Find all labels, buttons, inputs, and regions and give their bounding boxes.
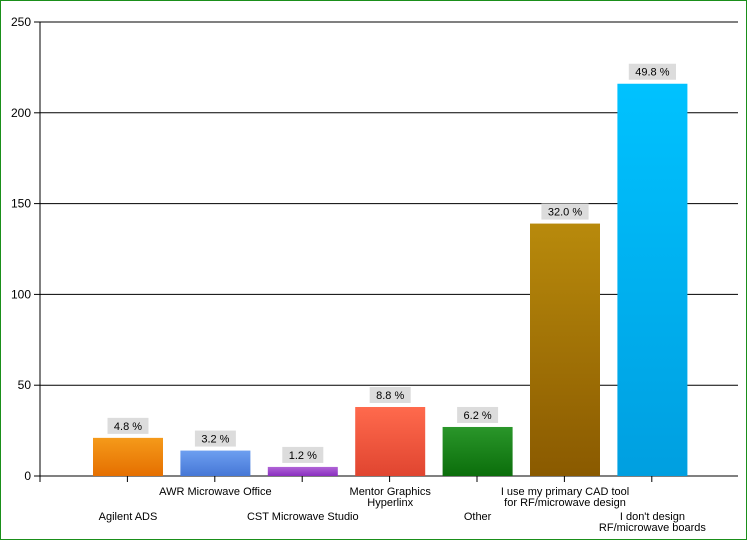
data-label-background	[282, 446, 324, 463]
data-label-background	[194, 430, 236, 447]
bar	[617, 83, 688, 476]
category-label: Other	[464, 511, 492, 523]
data-label-background	[457, 406, 499, 423]
labels: 4.8 % 3.2 % 1.2 % 8.8 % 6.2 % 32.0 % 49.8 % Agi…	[99, 63, 706, 534]
y-tick-label: 0	[24, 469, 31, 483]
y-tick-label: 250	[11, 15, 31, 29]
bars	[93, 83, 688, 476]
data-label: 3.2 %	[201, 434, 229, 446]
y-tick-label: 150	[11, 197, 31, 211]
category-label: Hyperlinx	[367, 497, 413, 509]
y-tick-label: 100	[11, 287, 31, 301]
data-label: 49.8 %	[635, 67, 669, 79]
bar	[267, 466, 338, 476]
data-label-background	[369, 386, 411, 403]
y-tick-label: 200	[11, 106, 31, 120]
category-label: for RF/microwave design	[504, 497, 626, 509]
bar	[355, 406, 426, 476]
bar	[442, 426, 513, 476]
category-label: AWR Microwave Office	[159, 486, 271, 498]
category-label: RF/microwave boards	[599, 522, 706, 534]
bar	[530, 223, 600, 476]
category-label: Agilent ADS	[99, 511, 158, 523]
data-label-background	[541, 203, 589, 220]
data-label-background	[628, 63, 676, 80]
data-label: 1.2 %	[289, 450, 317, 462]
y-tick-label: 50	[18, 378, 32, 392]
data-label: 8.8 %	[376, 390, 404, 402]
category-label: CST Microwave Studio	[247, 511, 359, 523]
data-label: 32.0 %	[548, 207, 582, 219]
category-label: I don't design	[620, 511, 685, 523]
bar	[180, 450, 251, 476]
category-label: Mentor Graphics	[350, 486, 432, 498]
data-label: 6.2 %	[464, 410, 492, 422]
category-label: I use my primary CAD tool	[501, 486, 629, 498]
data-label-background	[107, 417, 149, 434]
data-label: 4.8 %	[114, 421, 142, 433]
bar	[93, 437, 163, 476]
